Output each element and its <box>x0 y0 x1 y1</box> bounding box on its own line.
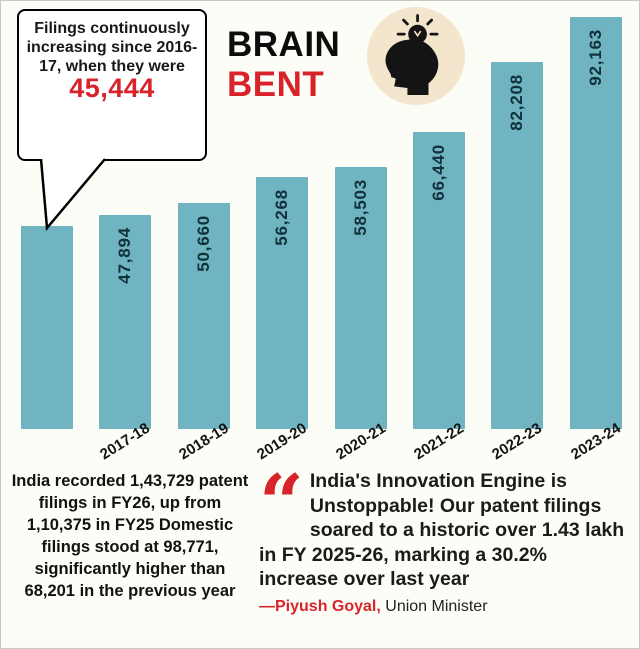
title-line-1: BRAIN <box>227 25 341 64</box>
bar-value-label: 47,894 <box>115 227 135 284</box>
bar-value-label: 82,208 <box>507 74 527 131</box>
bar-value-label: 92,163 <box>585 29 605 86</box>
footer: India recorded 1,43,729 patent filings i… <box>1 458 639 616</box>
bar-2019-20: 56,268 <box>256 177 309 429</box>
bar-2018-19: 50,660 <box>177 203 230 429</box>
bar-2017-18: 47,894 <box>99 215 152 429</box>
attribution-role: Union Minister <box>380 597 488 615</box>
callout-tail <box>39 158 106 232</box>
summary-text: India recorded 1,43,729 patent filings i… <box>11 472 249 600</box>
quote-attribution: —Piyush Goyal, Union Minister <box>259 598 629 616</box>
page-title: BRAIN BENT <box>227 25 340 105</box>
attribution-name: —Piyush Goyal, <box>259 597 381 615</box>
bar-2023-24: 92,163 <box>569 17 622 429</box>
bar-value-label: 50,660 <box>193 215 213 272</box>
bar-value-label: 66,440 <box>429 144 448 201</box>
callout-bubble: Filings continuously increasing since 20… <box>17 9 207 161</box>
head-lightbulb-glyph <box>385 14 439 95</box>
bar-2022-23: 82,208 <box>491 62 544 429</box>
bar-chart: 47,894 2017-18 50,660 2018-19 56,268 2019-20 5… <box>1 1 639 471</box>
title-line-2: BENT <box>227 65 325 104</box>
quote-icon: “ <box>259 458 304 549</box>
callout-text-end: , when they were <box>56 58 185 75</box>
bar-2020-21: 58,503 <box>334 167 387 429</box>
callout-year: 2016-17 <box>39 39 198 75</box>
bar-2021-22: 66,440 <box>413 132 465 429</box>
callout-text-start: Filings continuously increasing since <box>26 20 190 56</box>
bar-2016-17 <box>21 226 73 429</box>
bar-value-label: 56,268 <box>272 189 292 246</box>
head-lightbulb-icon <box>367 7 465 105</box>
quote-text: India's Innovation Engine is Unstoppable… <box>259 470 625 591</box>
callout-value: 45,444 <box>69 73 155 103</box>
callout-text: Filings continuously increasing since 20… <box>27 20 198 75</box>
bar-value-label: 58,503 <box>350 179 370 236</box>
quote-block: “ India's Innovation Engine is Unstoppab… <box>253 458 639 616</box>
